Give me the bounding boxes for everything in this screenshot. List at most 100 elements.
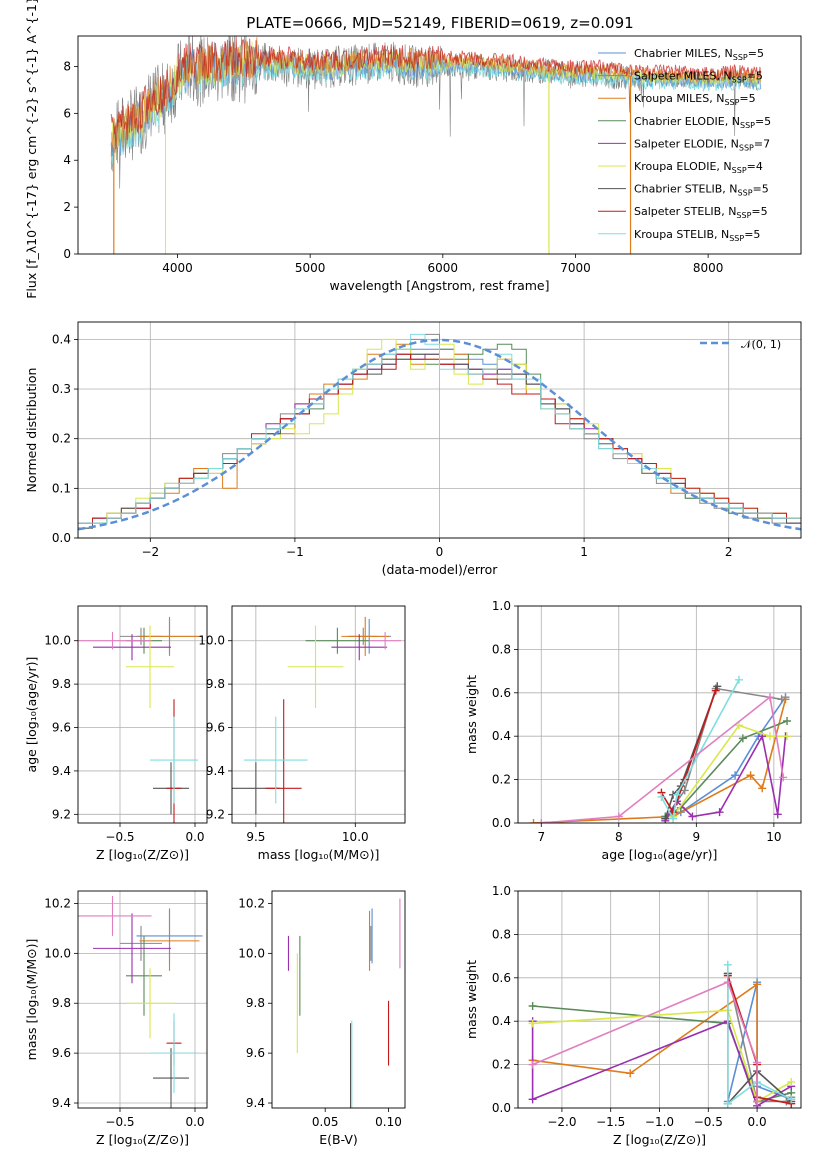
figure-title: PLATE=0666, MJD=52149, FIBERID=0619, z=0… xyxy=(246,14,633,32)
x-tick-label: −2 xyxy=(141,545,159,559)
axes-frame xyxy=(77,35,802,255)
x-tick-label: −0.5 xyxy=(105,1115,134,1129)
y-tick-label: 0.4 xyxy=(492,1014,511,1028)
mass-weight-marker xyxy=(688,812,697,821)
mass-weight-line xyxy=(660,690,717,814)
gaussian-curve xyxy=(78,338,801,531)
y-tick-label: 0.4 xyxy=(52,332,71,346)
y-tick-label: 0.0 xyxy=(492,816,511,830)
mass-weight-marker xyxy=(783,732,792,741)
y-tick-label: 0.6 xyxy=(492,971,511,985)
x-tick-label: 10 xyxy=(766,830,781,844)
mass-weight-marker xyxy=(734,721,743,730)
panel-mass_vs_ebv: 0.05 0.10 9.4 9.6 9.8 10.0 10.2 E(B-V) xyxy=(238,890,406,1147)
plot-area-mass_weight_vs_Z xyxy=(528,960,796,1108)
axes-frame xyxy=(231,605,406,824)
y-tick-label: 2 xyxy=(63,200,71,214)
mass-weight-marker xyxy=(672,790,681,799)
legend-entry: Kroupa STELIB, NSSP=5 xyxy=(634,228,760,243)
mass-weight-marker xyxy=(711,686,720,695)
axes-frame xyxy=(271,890,406,1109)
plot-area-mass_vs_Z xyxy=(78,895,203,1108)
mass-weight-marker xyxy=(528,1002,537,1011)
mass-weight-marker xyxy=(723,960,732,969)
y-tick-label: 0.1 xyxy=(52,481,71,495)
y-tick-label: 6 xyxy=(63,106,71,120)
x-tick-label: −1.5 xyxy=(596,1115,625,1129)
y-tick-label: 10.2 xyxy=(238,896,265,910)
x-tick-label: 7 xyxy=(537,830,545,844)
y-tick-label: 0.2 xyxy=(52,432,71,446)
mass-weight-marker xyxy=(669,814,678,823)
mass-weight-marker xyxy=(723,978,732,987)
x-axis-label: E(B-V) xyxy=(319,1132,358,1147)
panel-mass_weight_vs_Z: −2.0 −1.5 −1.0 −0.5 0.0 0.0 0.2 0.4 0.6 0.8 1.0 Z [… xyxy=(464,884,802,1147)
y-tick-label: 8 xyxy=(63,59,71,73)
x-tick-label: 5000 xyxy=(295,261,326,275)
axes-frame xyxy=(77,321,802,539)
y-tick-label: 0 xyxy=(63,247,71,261)
x-tick-label: 0.0 xyxy=(185,1115,204,1129)
legend-entry: Salpeter STELIB, NSSP=5 xyxy=(634,205,768,220)
y-tick-label: 0.6 xyxy=(492,686,511,700)
mass-weight-line xyxy=(532,981,758,1102)
x-tick-label: 7000 xyxy=(560,261,591,275)
y-tick-label: 0.8 xyxy=(492,642,511,656)
x-tick-label: −1.0 xyxy=(645,1115,674,1129)
mass-weight-marker xyxy=(657,792,666,801)
y-tick-label: 10.0 xyxy=(44,634,71,648)
mass-weight-marker xyxy=(783,717,792,726)
mass-weight-marker xyxy=(713,682,722,691)
x-tick-label: 0 xyxy=(436,545,444,559)
panel-mass_vs_Z: −0.5 0.0 9.4 9.6 9.8 10.0 10.2 Z [log₁₀(Z/Z⊙)] m… xyxy=(24,890,208,1147)
x-tick-label: 0.0 xyxy=(748,1115,767,1129)
plot-area-mass_vs_ebv xyxy=(287,898,401,1108)
y-tick-label: 9.8 xyxy=(52,677,71,691)
mass-weight-marker xyxy=(528,1060,537,1069)
x-tick-label: 10.0 xyxy=(342,830,369,844)
mass-weight-marker xyxy=(787,1077,796,1086)
legend-entry: Kroupa MILES, NSSP=5 xyxy=(634,92,756,107)
mass-weight-marker xyxy=(614,812,623,821)
mass-weight-marker xyxy=(661,814,670,823)
x-tick-label: 9 xyxy=(693,830,701,844)
mass-weight-line xyxy=(660,679,740,822)
x-axis-label: Z [log₁₀(Z/Z⊙)] xyxy=(96,1132,189,1147)
x-tick-label: 8 xyxy=(615,830,623,844)
y-tick-label: 9.8 xyxy=(246,996,265,1010)
mass-weight-marker xyxy=(734,675,743,684)
mass-weight-marker xyxy=(738,734,747,743)
x-tick-label: 2 xyxy=(725,545,733,559)
x-axis-label: Z [log₁₀(Z/Z⊙)] xyxy=(96,847,189,862)
y-axis-label: Normed distribution xyxy=(24,368,39,493)
mass-weight-marker xyxy=(753,980,762,989)
y-tick-label: 9.4 xyxy=(206,764,225,778)
legend-entry: Chabrier MILES, NSSP=5 xyxy=(634,47,764,62)
y-tick-label: 10.0 xyxy=(44,946,71,960)
axes-frame xyxy=(517,890,802,1109)
model-spectrum-line xyxy=(110,36,762,150)
panel-age_vs_mass: 9.5 10.0 9.2 9.4 9.6 9.8 10.0 mass [log₁₀(M/M⊙)… xyxy=(198,605,406,862)
y-tick-label: 9.6 xyxy=(206,721,225,735)
x-tick-label: 1 xyxy=(580,545,588,559)
y-tick-label: 1.0 xyxy=(492,884,511,898)
x-axis-label: Z [log₁₀(Z/Z⊙)] xyxy=(613,1132,706,1147)
mass-weight-marker xyxy=(723,1099,732,1108)
y-tick-label: 9.8 xyxy=(52,996,71,1010)
y-tick-label: 0.2 xyxy=(492,1058,511,1072)
residual-histogram xyxy=(78,333,801,538)
legend-entry: Chabrier ELODIE, NSSP=5 xyxy=(634,115,771,130)
mass-weight-line xyxy=(727,964,792,1106)
mass-weight-marker xyxy=(626,1069,635,1078)
axes-frame xyxy=(517,605,802,824)
x-tick-label: 9.5 xyxy=(246,830,265,844)
legend-entry: Salpeter ELODIE, NSSP=7 xyxy=(634,137,770,152)
y-tick-label: 9.4 xyxy=(246,1096,265,1110)
mass-weight-marker xyxy=(781,695,790,704)
y-tick-label: 0.0 xyxy=(492,1101,511,1115)
y-tick-label: 9.6 xyxy=(246,1046,265,1060)
mass-weight-marker xyxy=(765,732,774,741)
plot-area-age_vs_Z xyxy=(78,616,203,823)
mass-weight-marker xyxy=(765,693,774,702)
